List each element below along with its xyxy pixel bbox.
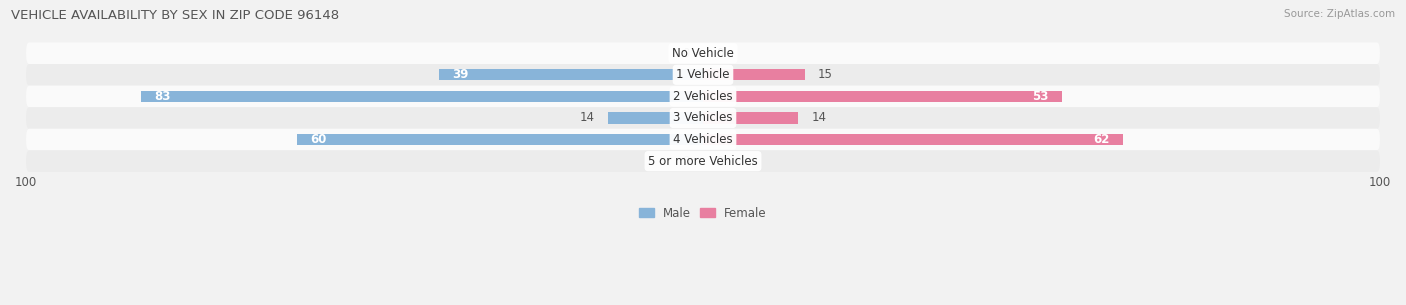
- Text: 5 or more Vehicles: 5 or more Vehicles: [648, 155, 758, 168]
- Bar: [141, 91, 703, 102]
- Text: 0: 0: [717, 47, 724, 60]
- Text: 0: 0: [682, 47, 689, 60]
- FancyBboxPatch shape: [27, 129, 1379, 150]
- FancyBboxPatch shape: [27, 107, 1379, 129]
- Text: 1 Vehicle: 1 Vehicle: [676, 68, 730, 81]
- Text: 53: 53: [1032, 90, 1049, 103]
- FancyBboxPatch shape: [27, 150, 1379, 172]
- Text: 0: 0: [682, 155, 689, 168]
- Bar: [703, 112, 797, 124]
- FancyBboxPatch shape: [27, 64, 1379, 86]
- Text: 62: 62: [1092, 133, 1109, 146]
- Text: 60: 60: [311, 133, 326, 146]
- Bar: [297, 134, 703, 145]
- Text: No Vehicle: No Vehicle: [672, 47, 734, 60]
- FancyBboxPatch shape: [27, 86, 1379, 107]
- Legend: Male, Female: Male, Female: [634, 202, 772, 224]
- Text: 0: 0: [717, 155, 724, 168]
- Text: 14: 14: [811, 111, 827, 124]
- FancyBboxPatch shape: [27, 42, 1379, 64]
- Bar: [703, 69, 804, 81]
- Text: 83: 83: [155, 90, 172, 103]
- Bar: [703, 91, 1062, 102]
- Bar: [703, 134, 1122, 145]
- Text: 2 Vehicles: 2 Vehicles: [673, 90, 733, 103]
- Text: 15: 15: [818, 68, 832, 81]
- Text: VEHICLE AVAILABILITY BY SEX IN ZIP CODE 96148: VEHICLE AVAILABILITY BY SEX IN ZIP CODE …: [11, 9, 339, 22]
- Text: 4 Vehicles: 4 Vehicles: [673, 133, 733, 146]
- Bar: [439, 69, 703, 81]
- Text: 39: 39: [453, 68, 470, 81]
- Text: 3 Vehicles: 3 Vehicles: [673, 111, 733, 124]
- Text: 14: 14: [579, 111, 595, 124]
- Text: Source: ZipAtlas.com: Source: ZipAtlas.com: [1284, 9, 1395, 19]
- Bar: [609, 112, 703, 124]
